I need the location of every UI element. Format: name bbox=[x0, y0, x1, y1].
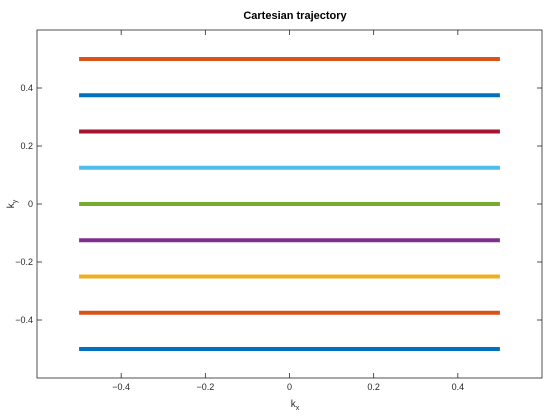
y-axis-label: ky bbox=[6, 199, 19, 208]
ticks-layer: −0.4 −0.2 0 0.2 0.4 −0.4 −0.2 0 0.2 0.4 bbox=[15, 30, 542, 392]
chart-title: Cartesian trajectory bbox=[243, 10, 347, 22]
x-tick-label: 0.4 bbox=[452, 382, 465, 392]
x-axis-label-base: k bbox=[291, 399, 297, 410]
x-tick-label: −0.4 bbox=[112, 382, 130, 392]
y-tick-label: 0 bbox=[28, 199, 33, 209]
y-axis-label-subscript: y bbox=[12, 199, 19, 203]
x-axis-label: kx bbox=[291, 399, 300, 412]
y-tick-label: 0.2 bbox=[20, 141, 33, 151]
x-tick-label: 0.2 bbox=[367, 382, 380, 392]
x-axis-label-subscript: x bbox=[296, 405, 300, 412]
y-tick-label: −0.2 bbox=[15, 257, 33, 267]
y-axis-label-base: k bbox=[6, 202, 17, 208]
y-tick-label: −0.4 bbox=[15, 315, 33, 325]
x-tick-label: 0 bbox=[287, 382, 292, 392]
series-layer bbox=[79, 57, 500, 351]
y-tick-label: 0.4 bbox=[20, 83, 33, 93]
x-tick-label: −0.2 bbox=[196, 382, 214, 392]
